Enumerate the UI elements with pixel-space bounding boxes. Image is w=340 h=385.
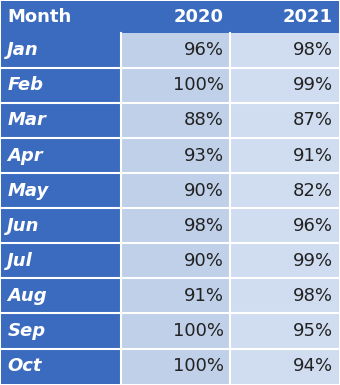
Text: 100%: 100% bbox=[173, 76, 224, 94]
FancyBboxPatch shape bbox=[230, 348, 339, 383]
Text: 100%: 100% bbox=[173, 357, 224, 375]
FancyBboxPatch shape bbox=[1, 208, 121, 243]
Text: Mar: Mar bbox=[7, 111, 46, 129]
FancyBboxPatch shape bbox=[1, 68, 121, 103]
FancyBboxPatch shape bbox=[1, 348, 121, 383]
Text: 96%: 96% bbox=[292, 217, 333, 235]
FancyBboxPatch shape bbox=[121, 208, 230, 243]
FancyBboxPatch shape bbox=[230, 68, 339, 103]
Text: 90%: 90% bbox=[184, 252, 224, 270]
Text: 98%: 98% bbox=[292, 41, 333, 59]
FancyBboxPatch shape bbox=[1, 173, 121, 208]
Text: Jul: Jul bbox=[7, 252, 33, 270]
Text: 2020: 2020 bbox=[174, 8, 224, 26]
FancyBboxPatch shape bbox=[230, 103, 339, 138]
FancyBboxPatch shape bbox=[230, 208, 339, 243]
FancyBboxPatch shape bbox=[230, 2, 339, 33]
FancyBboxPatch shape bbox=[230, 243, 339, 278]
Text: Oct: Oct bbox=[7, 357, 42, 375]
FancyBboxPatch shape bbox=[121, 103, 230, 138]
Text: 98%: 98% bbox=[292, 287, 333, 305]
Text: 96%: 96% bbox=[184, 41, 224, 59]
FancyBboxPatch shape bbox=[121, 138, 230, 173]
Text: 99%: 99% bbox=[292, 76, 333, 94]
Text: Apr: Apr bbox=[7, 147, 43, 164]
Text: Month: Month bbox=[7, 8, 72, 26]
Text: Aug: Aug bbox=[7, 287, 47, 305]
Text: 91%: 91% bbox=[292, 147, 333, 164]
FancyBboxPatch shape bbox=[121, 313, 230, 348]
FancyBboxPatch shape bbox=[230, 138, 339, 173]
FancyBboxPatch shape bbox=[230, 173, 339, 208]
Text: Jan: Jan bbox=[7, 41, 39, 59]
Text: 94%: 94% bbox=[292, 357, 333, 375]
FancyBboxPatch shape bbox=[121, 2, 230, 33]
Text: 82%: 82% bbox=[292, 182, 333, 200]
FancyBboxPatch shape bbox=[1, 103, 121, 138]
FancyBboxPatch shape bbox=[1, 243, 121, 278]
Text: Sep: Sep bbox=[7, 322, 46, 340]
Text: 100%: 100% bbox=[173, 322, 224, 340]
Text: 90%: 90% bbox=[184, 182, 224, 200]
FancyBboxPatch shape bbox=[230, 278, 339, 313]
FancyBboxPatch shape bbox=[230, 33, 339, 68]
FancyBboxPatch shape bbox=[121, 33, 230, 68]
Text: 93%: 93% bbox=[184, 147, 224, 164]
FancyBboxPatch shape bbox=[121, 278, 230, 313]
FancyBboxPatch shape bbox=[1, 2, 121, 33]
FancyBboxPatch shape bbox=[1, 138, 121, 173]
Text: 87%: 87% bbox=[292, 111, 333, 129]
Text: 91%: 91% bbox=[184, 287, 224, 305]
FancyBboxPatch shape bbox=[121, 173, 230, 208]
Text: May: May bbox=[7, 182, 49, 200]
Text: 2021: 2021 bbox=[283, 8, 333, 26]
FancyBboxPatch shape bbox=[121, 243, 230, 278]
FancyBboxPatch shape bbox=[1, 33, 121, 68]
Text: Feb: Feb bbox=[7, 76, 44, 94]
Text: 99%: 99% bbox=[292, 252, 333, 270]
Text: Jun: Jun bbox=[7, 217, 40, 235]
Text: 95%: 95% bbox=[292, 322, 333, 340]
FancyBboxPatch shape bbox=[1, 313, 121, 348]
Text: 88%: 88% bbox=[184, 111, 224, 129]
Text: 98%: 98% bbox=[184, 217, 224, 235]
FancyBboxPatch shape bbox=[230, 313, 339, 348]
FancyBboxPatch shape bbox=[121, 348, 230, 383]
FancyBboxPatch shape bbox=[1, 278, 121, 313]
FancyBboxPatch shape bbox=[121, 68, 230, 103]
